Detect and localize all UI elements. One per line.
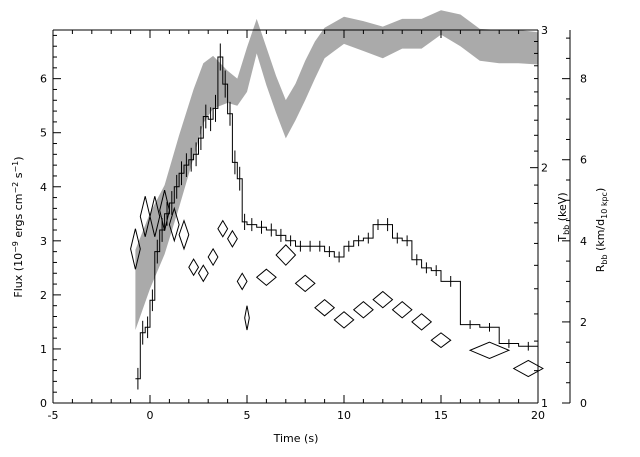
flux-tick-label: 3 <box>40 235 47 248</box>
radius-marker <box>275 244 297 266</box>
radius-marker <box>197 264 209 283</box>
radius-tick-label: 4 <box>580 235 587 248</box>
flux-histogram <box>135 56 538 380</box>
radius-tick-label: 6 <box>580 154 587 167</box>
radius-marker <box>411 313 433 331</box>
radius-marker <box>372 290 394 309</box>
radius-marker <box>130 228 141 270</box>
radius-marker <box>352 300 374 319</box>
radius-marker <box>255 268 277 287</box>
radius-marker <box>430 332 452 349</box>
radius-marker <box>207 247 219 267</box>
radius-marker <box>149 196 161 237</box>
temperature-tick-label: 1 <box>541 397 548 410</box>
radius-marker <box>236 272 248 291</box>
radius-axis-label: Rbb (km/d10 kpc) <box>594 188 609 273</box>
radius-marker <box>188 258 200 277</box>
x-tick-label: -5 <box>48 409 59 422</box>
x-tick-label: 5 <box>244 409 251 422</box>
radius-marker <box>468 341 511 359</box>
radius-marker <box>159 189 170 231</box>
radius-marker <box>217 219 229 238</box>
radius-tick-label: 0 <box>580 397 587 410</box>
flux-series-layer <box>135 43 538 390</box>
radius-marker <box>391 300 413 319</box>
radius-tick-label: 8 <box>580 73 587 86</box>
radius-marker <box>168 206 180 243</box>
radius-series-layer <box>130 189 544 378</box>
x-tick-label: 10 <box>337 409 351 422</box>
flux-tick-label: 2 <box>40 289 47 302</box>
flux-axis-label: Flux (10−9 ergs cm−2 s−1) <box>11 156 25 297</box>
radius-marker <box>227 229 238 248</box>
x-tick-label: 20 <box>531 409 545 422</box>
flux-tick-label: 0 <box>40 397 47 410</box>
radius-tick-label: 2 <box>580 316 587 329</box>
radius-marker <box>333 311 355 329</box>
radius-marker <box>178 219 190 251</box>
flux-tick-label: 4 <box>40 181 47 194</box>
flux-tick-label: 6 <box>40 73 47 86</box>
flux-tick-label: 1 <box>40 343 47 356</box>
temperature-band <box>135 10 538 330</box>
temperature-axis-label: Tbb (keV) <box>556 192 571 242</box>
radius-marker <box>139 196 151 237</box>
temperature-band-layer <box>135 10 538 330</box>
x-tick-label: 0 <box>147 409 154 422</box>
temperature-tick-label: 2 <box>541 162 548 175</box>
radius-marker <box>314 298 336 317</box>
temperature-tick-label: 3 <box>541 24 548 37</box>
radius-marker <box>512 359 544 378</box>
x-tick-label: 15 <box>434 409 448 422</box>
radius-marker <box>244 305 250 331</box>
radius-marker <box>294 274 316 293</box>
flux-tick-label: 5 <box>40 127 47 140</box>
x-axis-label: Time (s) <box>273 432 319 445</box>
